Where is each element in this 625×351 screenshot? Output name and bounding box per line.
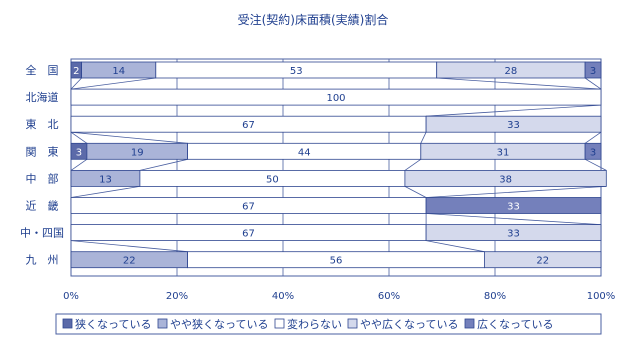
bar-value-label: 33: [507, 229, 520, 240]
category-label: 九 州: [26, 254, 59, 267]
legend-swatch: [274, 318, 285, 329]
bar-segment: [425, 115, 602, 133]
series-connector-line: [426, 186, 607, 198]
series-connector-line: [584, 158, 607, 171]
series-connector-line: [584, 131, 602, 144]
series-connector-line: [404, 158, 422, 171]
series-connector-line: [139, 158, 188, 171]
x-tick-label: 60%: [378, 291, 400, 302]
plot-area: 2 14 53 28 3 全 国 100 北海道 67 33 東 北 3 19 44 31 3 関 東 13 50 3…: [20, 58, 607, 277]
legend-label: 狭くなっている: [75, 318, 151, 331]
series-connector-line: [426, 240, 485, 253]
x-tick-label: 80%: [484, 291, 506, 302]
series-connector-line: [70, 131, 188, 144]
x-tick-label: 40%: [272, 291, 294, 302]
bar-segment: [425, 197, 602, 214]
bar-value-label: 3: [76, 147, 82, 158]
bar-value-label: 100: [326, 93, 345, 104]
bar-value-label: 33: [507, 120, 520, 131]
series-connector-line: [426, 104, 602, 117]
bar-value-label: 3: [590, 66, 596, 77]
x-tick-label: 100%: [587, 291, 616, 302]
series-connector-line: [404, 186, 427, 198]
category-label: 北海道: [26, 90, 59, 104]
category-label: 中・四国: [20, 227, 64, 240]
bar-value-label: 53: [290, 66, 303, 77]
category-label: 東 北: [26, 118, 59, 131]
bar-segment: [584, 142, 602, 160]
series-connector-line: [420, 132, 427, 144]
bar-segment: [483, 251, 602, 269]
legend-swatch: [464, 318, 475, 329]
bar-value-label: 67: [242, 229, 255, 240]
bar-value-label: 2: [73, 66, 79, 77]
series-connector-line: [426, 213, 602, 225]
bar-value-label: 44: [298, 147, 311, 158]
category-label: 全 国: [26, 63, 59, 77]
category-label: 中 部: [26, 171, 59, 185]
bar-value-label: 13: [99, 174, 112, 185]
bar-value-label: 22: [123, 256, 136, 267]
x-tick-label: 20%: [166, 291, 188, 302]
legend: 狭くなっている やや狭くなっている 変わらない やや広くなっている 広くなっている: [55, 313, 602, 335]
series-connector-line: [584, 77, 602, 90]
bar-segment: [425, 224, 602, 242]
bar-value-label: 3: [590, 147, 596, 158]
series-connector-line: [70, 77, 156, 90]
legend-label: 広くなっている: [477, 318, 553, 331]
legend-label: やや狭くなっている: [170, 318, 268, 331]
legend-swatch: [347, 318, 358, 329]
series-connector-line: [70, 186, 140, 198]
legend-label: やや広くなっている: [360, 318, 458, 331]
series-connector-line: [70, 240, 188, 253]
bar-segment: [584, 61, 602, 79]
chart-title: 受注(契約)床面積(実績)割合: [238, 12, 389, 27]
bar-value-label: 14: [112, 66, 125, 77]
x-tick-label: 0%: [63, 291, 79, 302]
legend-swatch: [157, 318, 168, 329]
category-label: 近 畿: [26, 199, 59, 213]
series-connector-line: [70, 77, 82, 90]
category-label: 関 東: [26, 145, 59, 158]
legend-swatch: [62, 318, 73, 329]
bar-value-label: 28: [505, 66, 518, 77]
bar-value-label: 67: [242, 120, 255, 131]
series-connector-line: [436, 77, 602, 90]
bar-value-label: 67: [242, 202, 255, 213]
bar-value-label: 56: [330, 256, 343, 267]
bar-segment: [70, 88, 602, 106]
bar-value-label: 38: [499, 174, 512, 185]
x-axis-ticks: 0% 20% 40% 60% 80% 100%: [63, 291, 615, 302]
bar-segment: [404, 169, 607, 187]
series-connector-line: [70, 131, 88, 144]
bar-value-label: 22: [536, 256, 549, 267]
bar-value-label: 50: [266, 174, 279, 185]
legend-label: 変わらない: [287, 317, 342, 331]
bar-value-label: 19: [131, 147, 144, 158]
bar-value-label: 33: [507, 202, 520, 213]
bar-value-label: 31: [497, 147, 510, 158]
series-connector-line: [70, 158, 88, 171]
